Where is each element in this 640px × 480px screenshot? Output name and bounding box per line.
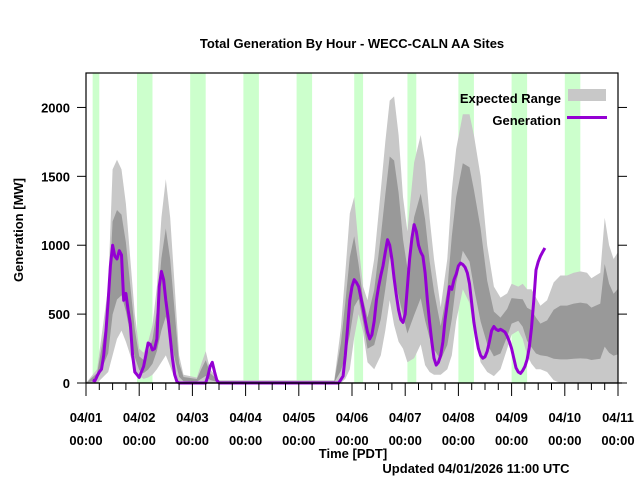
y-tick-label: 1000 bbox=[41, 238, 70, 253]
daylight-band bbox=[136, 73, 153, 383]
x-axis-label: Time [PDT] bbox=[319, 446, 387, 461]
y-tick-label: 500 bbox=[48, 307, 70, 322]
daylight-band bbox=[296, 73, 313, 383]
x-tick-label-time: 00:00 bbox=[389, 433, 422, 448]
y-tick-label: 1500 bbox=[41, 169, 70, 184]
y-tick-label: 2000 bbox=[41, 100, 70, 115]
x-tick-label-date: 04/11 bbox=[602, 410, 634, 425]
generation-lines bbox=[92, 223, 547, 385]
x-tick-label-date: 04/07 bbox=[389, 410, 422, 425]
daylight-band bbox=[190, 73, 206, 383]
x-tick-label-date: 04/05 bbox=[283, 410, 316, 425]
legend: Expected Range Generation bbox=[460, 89, 607, 128]
legend-label-generation: Generation bbox=[492, 113, 561, 128]
x-tick-label-time: 00:00 bbox=[69, 433, 102, 448]
x-tick-label-time: 00:00 bbox=[548, 433, 581, 448]
x-tick-label-time: 00:00 bbox=[335, 433, 368, 448]
generation-line bbox=[92, 223, 547, 385]
legend-label-expected-range: Expected Range bbox=[460, 91, 561, 106]
x-tick-label-time: 00:00 bbox=[123, 433, 156, 448]
x-tick-label-time: 00:00 bbox=[442, 433, 475, 448]
daylight-band bbox=[243, 73, 259, 383]
x-tick-label-time: 00:00 bbox=[282, 433, 315, 448]
x-axis: 04/01 00:00 04/02 00:00 04/03 00:00 04/04 00:00… bbox=[69, 382, 635, 448]
y-tick-label: 0 bbox=[63, 376, 70, 391]
x-tick-label-date: 04/08 bbox=[442, 410, 475, 425]
y-axis: 0 500 1000 1500 2000 bbox=[41, 100, 627, 391]
x-tick-label-date: 04/03 bbox=[176, 410, 209, 425]
x-tick-label-time: 00:00 bbox=[495, 433, 528, 448]
legend-swatch-generation bbox=[567, 116, 607, 119]
x-tick-label-date: 04/06 bbox=[336, 410, 369, 425]
x-tick-label-date: 04/10 bbox=[549, 410, 582, 425]
expected-range-areas bbox=[86, 96, 618, 384]
expected-range-inner-area bbox=[86, 156, 618, 383]
daylight-band bbox=[92, 73, 100, 383]
x-tick-label-date: 04/02 bbox=[123, 410, 156, 425]
updated-footer: Updated 04/01/2026 11:00 UTC bbox=[382, 461, 570, 476]
x-tick-label-time: 00:00 bbox=[229, 433, 262, 448]
x-tick-label-time: 00:00 bbox=[601, 433, 634, 448]
x-tick-label-date: 04/04 bbox=[229, 410, 262, 425]
x-tick-label-time: 00:00 bbox=[176, 433, 209, 448]
x-tick-label-date: 04/01 bbox=[70, 410, 103, 425]
y-axis-label: Generation [MW] bbox=[11, 178, 26, 282]
daylight-band bbox=[354, 73, 364, 383]
legend-swatch-expected-range bbox=[568, 89, 606, 101]
chart-title: Total Generation By Hour - WECC-CALN AA … bbox=[200, 36, 504, 51]
x-tick-label-date: 04/09 bbox=[495, 410, 528, 425]
